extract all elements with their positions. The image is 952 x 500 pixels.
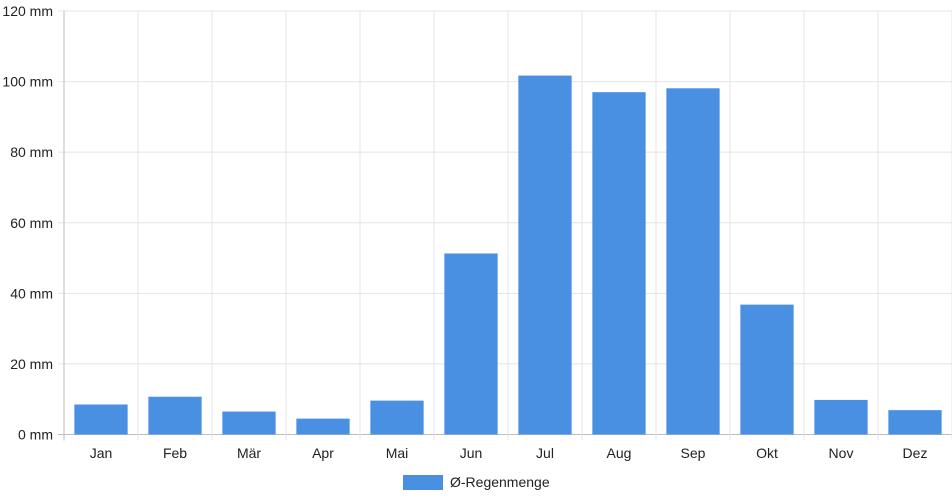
x-tick-label: Jul	[536, 445, 554, 461]
x-tick-label: Apr	[312, 445, 334, 461]
x-tick-label: Dez	[903, 445, 928, 461]
labels-layer: 0 mm 20 mm 40 mm 60 mm 80 mm 100 mm 120 mm Jan F…	[2, 3, 927, 461]
bar-sep[interactable]	[666, 88, 720, 435]
bar-mär[interactable]	[222, 411, 276, 435]
legend-swatch[interactable]	[403, 475, 443, 490]
bar-aug[interactable]	[592, 92, 646, 435]
bar-nov[interactable]	[814, 399, 868, 435]
y-tick-label: 120 mm	[2, 3, 53, 19]
x-tick-label: Aug	[607, 445, 632, 461]
bar-jul[interactable]	[518, 75, 572, 435]
bar-okt[interactable]	[740, 304, 794, 435]
legend[interactable]: Ø-Regenmenge	[403, 474, 550, 490]
y-tick-label: 0 mm	[18, 427, 53, 443]
y-tick-label: 20 mm	[10, 356, 53, 372]
y-tick-label: 80 mm	[10, 144, 53, 160]
y-tick-label: 60 mm	[10, 215, 53, 231]
x-tick-label: Jan	[90, 445, 113, 461]
x-tick-label: Mai	[386, 445, 409, 461]
x-tick-label: Sep	[681, 445, 706, 461]
x-tick-label: Nov	[829, 445, 854, 461]
grid-layer	[58, 10, 952, 441]
bar-jun[interactable]	[444, 253, 498, 435]
bar-jan[interactable]	[74, 404, 128, 435]
bar-dez[interactable]	[888, 410, 942, 435]
x-tick-label: Okt	[756, 445, 778, 461]
bars-layer	[74, 75, 942, 435]
legend-label[interactable]: Ø-Regenmenge	[450, 474, 550, 490]
x-tick-label: Feb	[163, 445, 187, 461]
y-tick-label: 100 mm	[2, 74, 53, 90]
x-tick-label: Mär	[237, 445, 261, 461]
bar-feb[interactable]	[148, 396, 202, 435]
bar-mai[interactable]	[370, 400, 424, 435]
bar-apr[interactable]	[296, 418, 350, 435]
x-tick-label: Jun	[460, 445, 483, 461]
y-tick-label: 40 mm	[10, 285, 53, 301]
